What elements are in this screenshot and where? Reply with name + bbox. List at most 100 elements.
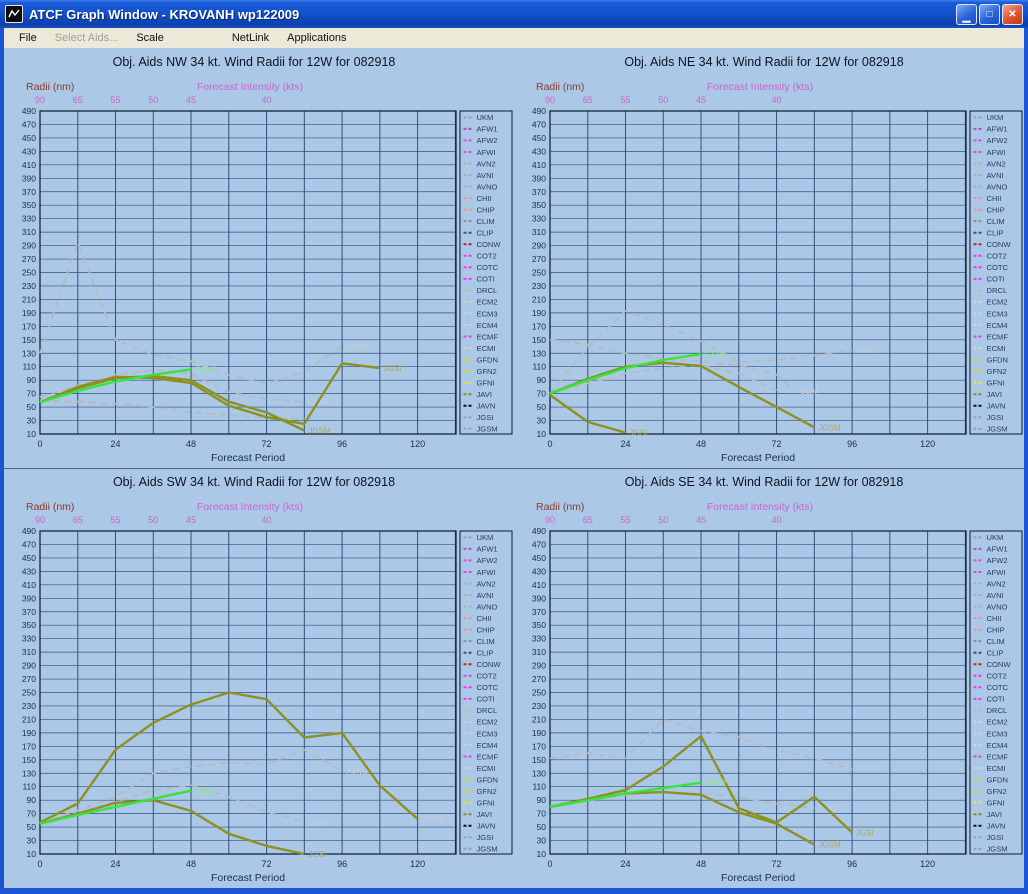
legend-box — [969, 530, 1023, 855]
y-tick-label: 50 — [537, 822, 547, 832]
intensity-value: 90 — [35, 95, 45, 105]
x-tick-label: 24 — [621, 859, 631, 869]
close-button[interactable]: ✕ — [1002, 3, 1023, 25]
legend-label-CLIP: CLIP — [477, 229, 494, 238]
series-end-label: AVNI — [856, 765, 874, 774]
y-tick-label: 230 — [22, 281, 36, 291]
legend-label-GFNI: GFNI — [477, 798, 495, 807]
intensity-value: 55 — [621, 515, 631, 525]
chart-nw: Obj. Aids NW 34 kt. Wind Radii for 12W f… — [22, 55, 513, 464]
legend-label-ECM4: ECM4 — [477, 321, 498, 330]
x-tick-label: 72 — [772, 859, 782, 869]
minimize-button[interactable]: ▁ — [956, 3, 977, 25]
menu-scale[interactable]: Scale — [136, 32, 164, 44]
y-tick-label: 330 — [532, 214, 546, 224]
legend-label-COTC: COTC — [477, 263, 499, 272]
legend-box — [459, 110, 513, 435]
plot-border — [549, 530, 967, 855]
y-tick-label: 310 — [532, 227, 546, 237]
legend: UKM AFW1 AFW2 AFWI AVN2 AVNI AVNO CHII CHIP CLIM C… — [459, 110, 513, 435]
plot-border — [549, 110, 967, 435]
x-tick-label: 0 — [547, 859, 552, 869]
y-tick-label: 210 — [22, 714, 36, 724]
series-JGSI — [549, 735, 853, 834]
y-tick-label: 210 — [22, 294, 36, 304]
series-AVNI — [549, 309, 853, 395]
y-tick-label: 250 — [532, 688, 546, 698]
y-tick-label: 390 — [22, 593, 36, 603]
legend-label-DRCL: DRCL — [477, 706, 498, 715]
legend-label-CHIP: CHIP — [987, 205, 1005, 214]
intensity-value: 55 — [111, 515, 121, 525]
intensity-value: 50 — [148, 515, 158, 525]
y-tick-label: 390 — [22, 173, 36, 183]
y-tick-label: 10 — [537, 849, 547, 859]
menu-select-aids: Select Aids... — [54, 32, 119, 44]
menu-applications[interactable]: Applications — [287, 32, 347, 44]
y-tick-label: 90 — [537, 375, 547, 385]
legend-label-AFW1: AFW1 — [477, 545, 498, 554]
maximize-button[interactable]: □ — [979, 3, 1000, 25]
y-tick-label: 330 — [532, 634, 546, 644]
maximize-glyph: □ — [986, 8, 993, 20]
y-tick-label: 190 — [22, 308, 36, 318]
legend-label-ECM4: ECM4 — [987, 321, 1008, 330]
intensity-axis-title: Forecast Intensity (kts) — [197, 501, 303, 513]
x-tick-label: 96 — [847, 439, 857, 449]
legend-label-JAVI: JAVI — [987, 390, 1002, 399]
y-tick-label: 450 — [22, 553, 36, 563]
y-tick-label: 450 — [532, 553, 546, 563]
y-tick-label: 110 — [532, 782, 546, 792]
legend-label-CHII: CHII — [477, 194, 492, 203]
intensity-axis-title: Forecast Intensity (kts) — [707, 81, 813, 93]
legend-label-JAVI: JAVI — [477, 390, 492, 399]
y-tick-label: 190 — [532, 308, 546, 318]
legend-label-JAVI: JAVI — [477, 810, 492, 819]
legend-label-CHII: CHII — [987, 614, 1002, 623]
row-divider — [4, 468, 1024, 469]
y-tick-label: 270 — [22, 254, 36, 264]
window-title: ATCF Graph Window - KROVANH wp122009 — [29, 6, 300, 22]
title-bar[interactable]: ATCF Graph Window - KROVANH wp122009 ▁ □… — [0, 0, 1028, 28]
series-end-label: JGSM — [308, 427, 331, 436]
y-tick-label: 110 — [22, 362, 36, 372]
x-axis-title: Forecast Period — [211, 872, 285, 884]
app-icon — [5, 5, 23, 23]
legend-label-ECMI: ECMI — [477, 764, 496, 773]
x-tick-label: 48 — [186, 439, 196, 449]
series-end-label: JGSM — [818, 423, 841, 432]
chart-se: Obj. Aids SE 34 kt. Wind Radii for 12W f… — [532, 475, 1023, 884]
series-end-label: AVNI — [856, 346, 874, 355]
x-tick-label: 120 — [920, 439, 935, 449]
legend-label-GFDN: GFDN — [477, 355, 499, 364]
legend-label-COTC: COTC — [987, 683, 1009, 692]
legend: UKM AFW1 AFW2 AFWI AVN2 AVNI AVNO CHII CHIP CLIM C… — [969, 530, 1023, 855]
x-tick-label: 72 — [262, 859, 272, 869]
legend-label-JAVN: JAVN — [987, 402, 1006, 411]
y-tick-label: 250 — [532, 268, 546, 278]
series-end-label: CLIM — [799, 387, 818, 396]
y-tick-label: 150 — [22, 335, 36, 345]
menu-file[interactable]: File — [19, 32, 37, 44]
legend: UKM AFW1 AFW2 AFWI AVN2 AVNI AVNO CHII CHIP CLIM C… — [969, 110, 1023, 435]
y-tick-label: 410 — [532, 580, 546, 590]
legend-label-JGSM: JGSM — [987, 425, 1008, 434]
chart-title: Obj. Aids SE 34 kt. Wind Radii for 12W f… — [625, 475, 904, 489]
series-end-label: JGSM — [422, 815, 445, 824]
y-tick-label: 390 — [532, 593, 546, 603]
legend-label-AVNI: AVNI — [477, 591, 494, 600]
legend-label-AVNI: AVNI — [987, 171, 1004, 180]
legend-label-ECMI: ECMI — [987, 344, 1006, 353]
y-tick-label: 170 — [22, 321, 36, 331]
y-tick-label: 230 — [532, 281, 546, 291]
intensity-value: 90 — [545, 95, 555, 105]
y-tick-label: 210 — [532, 714, 546, 724]
y-tick-label: 490 — [22, 526, 36, 536]
menu-netlink[interactable]: NetLink — [231, 32, 270, 44]
y-tick-label: 250 — [22, 688, 36, 698]
legend-label-AFW2: AFW2 — [477, 136, 498, 145]
legend-label-GFN2: GFN2 — [987, 367, 1007, 376]
x-tick-label: 48 — [696, 859, 706, 869]
legend-label-COT2: COT2 — [987, 672, 1007, 681]
